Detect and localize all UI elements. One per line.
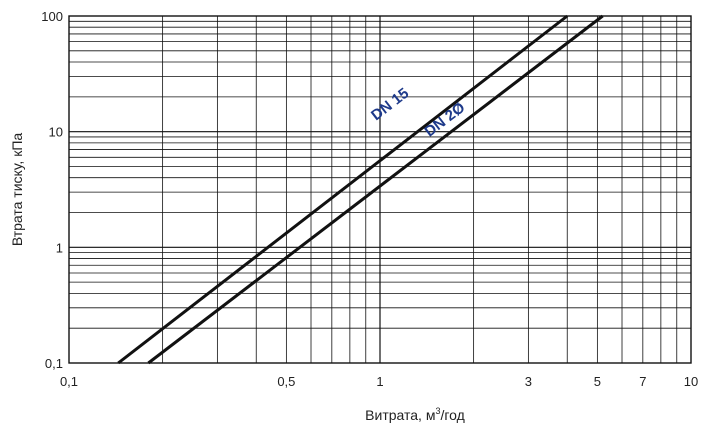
x-tick-label: 7 bbox=[639, 374, 646, 389]
x-axis-title: Витрата, м3/год bbox=[365, 406, 465, 423]
plot-frame bbox=[68, 15, 692, 364]
y-tick-labels: 0,1 1 10 100 bbox=[41, 9, 63, 371]
x-axis-title-main: Витрата, м bbox=[365, 407, 435, 423]
series-line-2 bbox=[147, 14, 604, 365]
x-tick-label: 1 bbox=[376, 374, 383, 389]
x-tick-labels: 0,1 0,5 1 3 5 7 10 bbox=[60, 374, 698, 389]
y-tick-label: 10 bbox=[49, 125, 63, 140]
series-label-2: DN 2Ø bbox=[422, 99, 469, 141]
x-tick-label: 5 bbox=[594, 374, 601, 389]
y-tick-label: 0,1 bbox=[45, 356, 63, 371]
x-tick-label: 0,5 bbox=[277, 374, 295, 389]
x-axis-title-sup: 3 bbox=[435, 406, 440, 416]
series-group: DN 15 DN 2Ø bbox=[117, 14, 604, 365]
y-tick-label: 1 bbox=[56, 240, 63, 255]
x-tick-label: 10 bbox=[684, 374, 698, 389]
grid-lines bbox=[69, 16, 691, 363]
x-tick-label: 0,1 bbox=[60, 374, 78, 389]
x-axis-title-tail: /год bbox=[440, 407, 464, 423]
series-line-1 bbox=[117, 14, 569, 365]
y-tick-label: 100 bbox=[41, 9, 63, 24]
series-label-1: DN 15 bbox=[368, 85, 412, 124]
y-axis-title: Втрата тиску, кПа bbox=[9, 133, 25, 247]
x-tick-label: 3 bbox=[525, 374, 532, 389]
